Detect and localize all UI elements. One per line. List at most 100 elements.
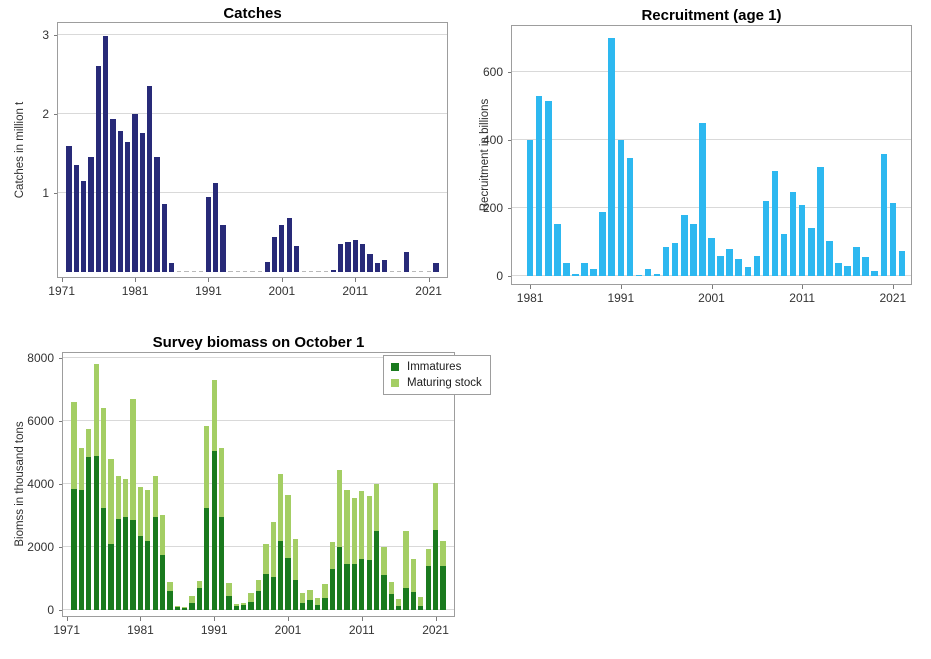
recruitment-bar-1993 <box>635 274 643 276</box>
biomass-bar-1983-0 <box>152 516 158 610</box>
biomass-chart: Survey biomass on October 1 Biomss in th… <box>0 330 491 659</box>
recruitment-bar-1983 <box>545 100 552 276</box>
biomass-bar-2012-0 <box>366 559 372 610</box>
biomass-bar-1990-0 <box>204 507 210 610</box>
immatures-swatch <box>391 363 399 371</box>
biomass-bar-2001-1 <box>285 494 291 558</box>
catches-bar-1978 <box>110 119 116 272</box>
recruitment-y-tick-label-200: 200 <box>482 200 503 215</box>
catches-zero-dash-1987 <box>176 271 182 272</box>
catches-bar-1975 <box>88 157 94 272</box>
biomass-bar-2012-1 <box>366 495 372 560</box>
biomass-bar-1975-0 <box>93 455 99 610</box>
biomass-bar-2015-1 <box>388 582 394 595</box>
recruitment-bar-2020 <box>880 153 888 276</box>
recruitment-y-tickmark-600 <box>508 71 511 73</box>
biomass-bar-1988-0 <box>189 603 195 610</box>
catches-x-tick-label-2001: 2001 <box>268 284 296 298</box>
catches-zero-dash-2004 <box>301 271 307 272</box>
recruitment-bar-2007 <box>762 201 770 276</box>
biomass-bar-2011-0 <box>359 558 365 610</box>
biomass-x-tickmark-1991 <box>214 617 216 621</box>
biomass-bar-1989-0 <box>196 587 203 610</box>
catches-x-tick-label-1991: 1991 <box>195 284 222 298</box>
catches-bar-2018 <box>403 252 410 272</box>
catches-bar-1991 <box>205 196 212 272</box>
biomass-bar-1978-1 <box>115 476 121 519</box>
biomass-bar-1975-1 <box>93 364 99 456</box>
biomass-bar-1979-0 <box>123 516 129 610</box>
biomass-y-tickmark-4000 <box>59 483 62 485</box>
biomass-bar-1976-1 <box>100 408 107 508</box>
recruitment-x-tickmark-2001 <box>711 285 713 289</box>
catches-x-tickmark-2011 <box>355 278 357 282</box>
biomass-bar-2016-1 <box>396 598 402 606</box>
catches-zero-dash-2020 <box>419 271 424 272</box>
biomass-bar-2007-0 <box>329 569 335 610</box>
biomass-bar-1994-0 <box>233 605 239 610</box>
catches-bar-2010 <box>345 241 351 272</box>
recruitment-x-tick-label-2011: 2011 <box>789 291 816 305</box>
catches-gridline-2 <box>58 112 447 114</box>
recruitment-bar-2019 <box>871 270 878 276</box>
catches-chart-title: Catches <box>223 5 282 22</box>
biomass-bar-2008-1 <box>336 469 343 547</box>
biomass-bar-1981-0 <box>137 535 144 610</box>
recruitment-y-tickmark-0 <box>508 276 511 277</box>
catches-x-tick-label-2011: 2011 <box>342 284 369 298</box>
biomass-bar-1987-0 <box>182 607 188 610</box>
biomass-x-tick-label-1991: 1991 <box>200 623 228 637</box>
catches-bar-1985 <box>161 204 168 272</box>
recruitment-y-axis-title: Recruitment in billions <box>479 98 491 212</box>
biomass-bar-1993-0 <box>226 595 232 610</box>
catches-bar-2000 <box>271 237 278 272</box>
catches-x-tick-label-2021: 2021 <box>415 284 442 298</box>
recruitment-x-tickmark-2011 <box>802 285 804 289</box>
biomass-bar-2013-1 <box>373 483 380 532</box>
catches-bar-1983 <box>147 86 153 272</box>
catches-x-tickmark-1991 <box>208 278 210 282</box>
catches-bar-2003 <box>293 245 300 272</box>
biomass-bar-2010-0 <box>351 563 358 610</box>
recruitment-bar-1982 <box>535 95 543 276</box>
catches-bar-1993 <box>220 224 226 272</box>
biomass-x-tick-label-2001: 2001 <box>274 623 302 637</box>
catches-bar-1981 <box>132 113 138 272</box>
biomass-bar-1998-1 <box>263 543 269 574</box>
recruitment-bar-2005 <box>744 267 752 276</box>
recruitment-bar-2022 <box>898 251 906 276</box>
recruitment-bar-1981 <box>526 139 534 276</box>
biomass-bar-1985-1 <box>167 582 173 592</box>
catches-zero-dash-1995 <box>235 271 240 272</box>
immatures-legend-label: Immatures <box>407 361 462 373</box>
recruitment-bar-2000 <box>699 122 706 276</box>
biomass-bar-2019-1 <box>418 596 424 607</box>
recruitment-bar-1987 <box>581 263 588 276</box>
biomass-bar-1996-1 <box>248 592 254 603</box>
biomass-y-tick-label-2000: 2000 <box>27 539 54 554</box>
biomass-bar-2005-1 <box>314 598 321 606</box>
biomass-bar-1985-0 <box>167 591 173 610</box>
legend-item-immatures: Immatures <box>391 361 482 373</box>
biomass-bar-2021-0 <box>432 529 439 610</box>
biomass-x-tick-label-1971: 1971 <box>53 623 81 637</box>
biomass-bar-1974-1 <box>86 428 92 458</box>
biomass-x-tickmark-2001 <box>288 617 289 621</box>
catches-zero-dash-2021 <box>426 271 431 272</box>
biomass-x-tickmark-2021 <box>435 617 437 621</box>
biomass-bar-2019-0 <box>418 606 424 610</box>
recruitment-bar-2002 <box>717 256 724 276</box>
biomass-plot-area <box>62 352 455 617</box>
recruitment-bar-1986 <box>572 273 579 276</box>
recruitment-bar-1989 <box>599 212 606 276</box>
biomass-y-tick-label-8000: 8000 <box>27 350 54 365</box>
catches-bar-2011 <box>352 239 358 272</box>
recruitment-bar-1997 <box>671 242 679 276</box>
catches-x-tickmark-1981 <box>135 278 137 282</box>
recruitment-chart-title: Recruitment (age 1) <box>641 7 782 24</box>
recruitment-bar-1991 <box>617 139 625 276</box>
catches-bar-2015 <box>381 260 388 272</box>
catches-y-tick-label-3: 3 <box>42 27 49 42</box>
biomass-x-tickmark-2011 <box>361 617 363 621</box>
